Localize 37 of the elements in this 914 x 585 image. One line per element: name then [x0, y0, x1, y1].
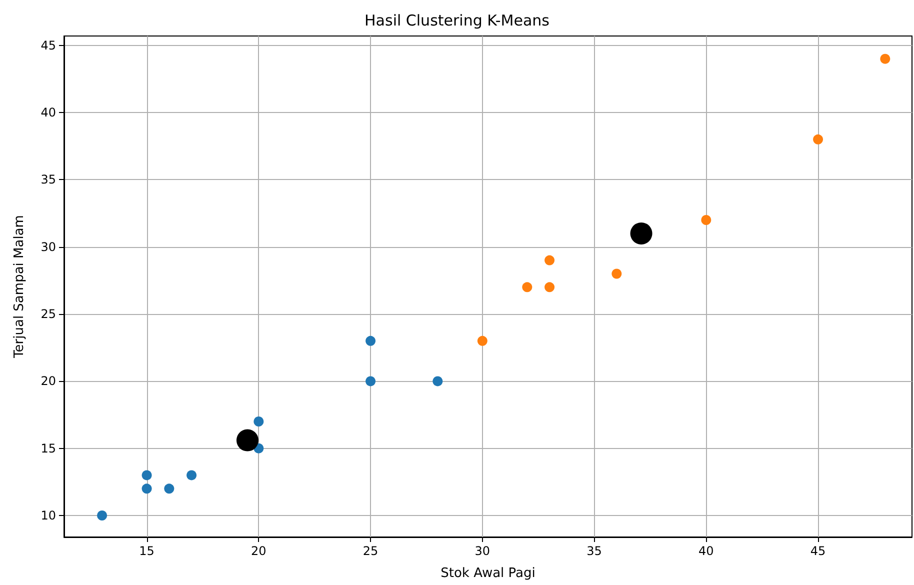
y-tick-label: 35	[40, 172, 56, 187]
x-tick-label: 45	[810, 544, 826, 558]
point	[236, 429, 258, 452]
point	[880, 54, 890, 64]
point	[701, 215, 712, 226]
y-axis-title: Terjual Sampai Malam	[12, 215, 27, 359]
y-tick-label: 20	[40, 374, 56, 388]
point	[186, 470, 197, 480]
chart-title: Hasil Clustering K-Means	[364, 12, 550, 30]
point	[142, 484, 152, 494]
point	[97, 510, 108, 521]
y-tick-label: 10	[40, 508, 56, 523]
x-tick-label: 40	[698, 544, 714, 558]
point	[142, 470, 152, 480]
point	[612, 268, 622, 279]
point	[366, 376, 376, 386]
point	[164, 484, 174, 494]
y-tick-label: 45	[40, 38, 56, 52]
y-tick-label: 25	[40, 307, 56, 322]
y-tick-label: 15	[40, 441, 56, 456]
point	[544, 255, 555, 266]
y-tick-label: 40	[40, 106, 56, 120]
point	[813, 134, 824, 144]
point	[366, 336, 376, 346]
x-tick-label: 25	[362, 544, 378, 558]
x-tick-label: 30	[474, 544, 490, 558]
x-tick-label: 20	[251, 544, 266, 558]
point	[254, 416, 264, 426]
x-axis-title: Stok Awal Pagi	[440, 566, 536, 581]
x-tick-label: 35	[586, 544, 602, 558]
point	[630, 222, 652, 244]
point	[544, 282, 555, 292]
y-tick-label: 30	[40, 240, 56, 254]
point	[522, 282, 532, 292]
point	[432, 376, 443, 386]
point	[477, 336, 488, 346]
x-tick-label: 15	[139, 544, 154, 558]
